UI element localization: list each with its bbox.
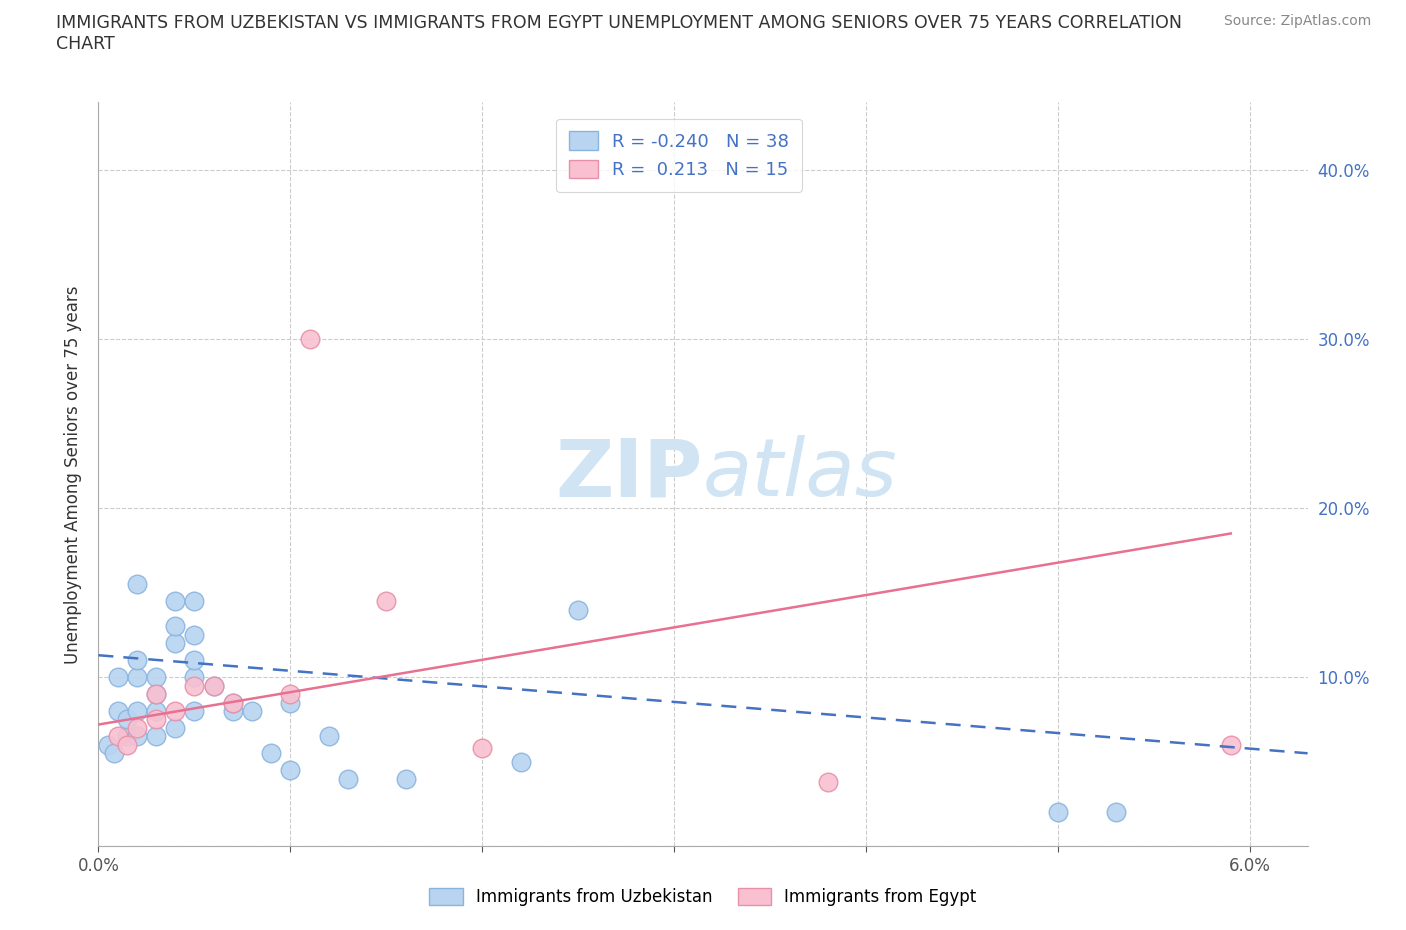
Point: [375, 593, 398, 608]
Point: [394, 771, 416, 786]
Point: [240, 704, 263, 719]
Point: [145, 704, 167, 719]
Point: [165, 721, 187, 736]
Point: [280, 695, 302, 710]
Point: [318, 729, 340, 744]
Text: atlas: atlas: [703, 435, 898, 513]
Point: [202, 678, 225, 693]
Point: [115, 729, 138, 744]
Point: [260, 746, 283, 761]
Point: [183, 628, 205, 643]
Point: [115, 737, 138, 752]
Legend: Immigrants from Uzbekistan, Immigrants from Egypt: Immigrants from Uzbekistan, Immigrants f…: [423, 881, 983, 912]
Point: [145, 729, 167, 744]
Point: [298, 332, 321, 347]
Point: [125, 729, 148, 744]
Point: [125, 704, 148, 719]
Point: [222, 695, 245, 710]
Point: [125, 670, 148, 684]
Point: [183, 704, 205, 719]
Point: [183, 593, 205, 608]
Point: [183, 653, 205, 668]
Point: [183, 678, 205, 693]
Point: [1104, 805, 1126, 820]
Point: [280, 763, 302, 777]
Point: [165, 636, 187, 651]
Point: [145, 686, 167, 701]
Point: [567, 602, 589, 617]
Point: [115, 712, 138, 727]
Point: [1219, 737, 1241, 752]
Point: [509, 754, 531, 769]
Text: CHART: CHART: [56, 35, 115, 53]
Point: [222, 704, 245, 719]
Text: Source: ZipAtlas.com: Source: ZipAtlas.com: [1223, 14, 1371, 28]
Point: [125, 653, 148, 668]
Point: [103, 746, 125, 761]
Point: [183, 670, 205, 684]
Point: [817, 775, 839, 790]
Point: [222, 695, 245, 710]
Point: [471, 741, 494, 756]
Point: [97, 737, 120, 752]
Point: [125, 721, 148, 736]
Point: [107, 704, 129, 719]
Point: [125, 577, 148, 591]
Legend: R = -0.240   N = 38, R =  0.213   N = 15: R = -0.240 N = 38, R = 0.213 N = 15: [557, 119, 801, 192]
Point: [107, 670, 129, 684]
Text: IMMIGRANTS FROM UZBEKISTAN VS IMMIGRANTS FROM EGYPT UNEMPLOYMENT AMONG SENIORS O: IMMIGRANTS FROM UZBEKISTAN VS IMMIGRANTS…: [56, 14, 1182, 32]
Point: [1047, 805, 1070, 820]
Point: [145, 686, 167, 701]
Text: ZIP: ZIP: [555, 435, 703, 513]
Y-axis label: Unemployment Among Seniors over 75 years: Unemployment Among Seniors over 75 years: [65, 286, 83, 663]
Point: [107, 729, 129, 744]
Point: [165, 704, 187, 719]
Point: [145, 670, 167, 684]
Point: [202, 678, 225, 693]
Point: [336, 771, 359, 786]
Point: [165, 593, 187, 608]
Point: [165, 619, 187, 634]
Point: [145, 712, 167, 727]
Point: [280, 686, 302, 701]
